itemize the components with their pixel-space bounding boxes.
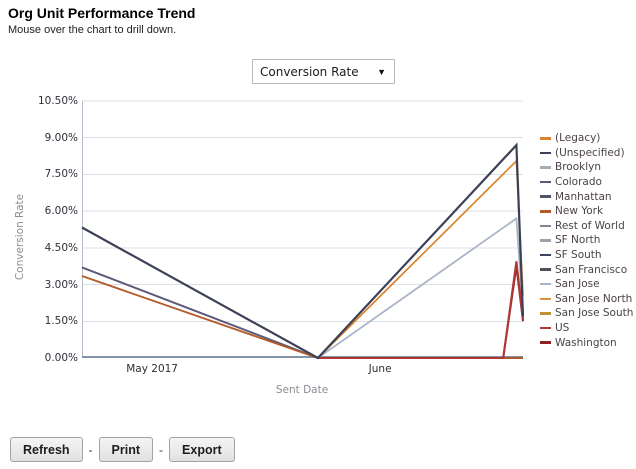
- series-line-washington: [317, 266, 524, 359]
- footer-toolbar: Refresh - Print - Export: [10, 437, 235, 462]
- legend-item-us: US: [540, 321, 633, 336]
- legend-label: (Legacy): [555, 132, 601, 145]
- series-line-us: [317, 261, 524, 359]
- legend-dash-icon: [540, 297, 551, 301]
- chart-legend: (Legacy) (Unspecified) Brooklyn Colorado Man…: [540, 131, 633, 350]
- x-tick-label: May 2017: [126, 363, 178, 375]
- metric-dropdown-value: Conversion Rate: [260, 64, 359, 79]
- page-subtitle: Mouse over the chart to drill down.: [8, 24, 177, 36]
- legend-label: Manhattan: [555, 190, 612, 203]
- legend-dash-icon: [540, 253, 551, 257]
- y-tick-label: 9.00%: [44, 131, 78, 144]
- legend-label: SF South: [555, 249, 602, 262]
- legend-label: Colorado: [555, 176, 602, 189]
- legend-dash-icon: [540, 268, 551, 271]
- export-button[interactable]: Export: [169, 437, 235, 462]
- legend-dash-icon: [540, 341, 551, 344]
- legend-dash-icon: [540, 151, 551, 155]
- legend-label: New York: [555, 205, 604, 218]
- y-tick-label: 10.50%: [37, 95, 78, 107]
- legend-item-sf-north: SF North: [540, 233, 633, 248]
- legend-dash-icon: [540, 166, 551, 169]
- y-tick-label: 4.50%: [44, 241, 78, 254]
- legend-item-san-jose: San Jose: [540, 277, 633, 292]
- y-tick-label: 6.00%: [44, 205, 78, 218]
- legend-dash-icon: [540, 195, 551, 198]
- print-button[interactable]: Print: [98, 437, 154, 462]
- legend-label: San Francisco: [555, 263, 628, 276]
- series-line-colorado: [81, 266, 523, 359]
- legend-label: Rest of World: [555, 219, 625, 232]
- legend-item-manhattan: Manhattan: [540, 189, 633, 204]
- y-tick-label: 0.00%: [44, 352, 78, 364]
- series-line-new-york: [81, 275, 523, 359]
- legend-dash-icon: [540, 180, 551, 184]
- button-separator: -: [88, 442, 93, 457]
- button-separator: -: [159, 442, 164, 457]
- y-tick-label: 7.50%: [44, 168, 78, 181]
- legend-dash-icon: [540, 282, 551, 286]
- legend-label: San Jose North: [555, 292, 633, 305]
- metric-dropdown[interactable]: Conversion Rate ▼: [252, 59, 395, 84]
- legend-dash-icon: [540, 326, 551, 330]
- legend-item-colorado: Colorado: [540, 175, 633, 190]
- page-title: Org Unit Performance Trend: [8, 5, 196, 21]
- legend-item-san-jose-north: San Jose North: [540, 292, 633, 307]
- legend-item-washington: Washington: [540, 335, 633, 350]
- legend-item-san-francisco: San Francisco: [540, 262, 633, 277]
- legend-label: SF North: [555, 234, 601, 247]
- y-tick-label: 1.50%: [44, 315, 78, 328]
- legend-dash-icon: [540, 137, 551, 140]
- legend-item-san-jose-south: San Jose South: [540, 306, 633, 321]
- legend-label: Washington: [555, 336, 617, 349]
- series-line--unspecified-: [81, 142, 525, 360]
- legend-label: San Jose South: [555, 307, 634, 320]
- legend-label: San Jose: [555, 278, 600, 291]
- legend-item-sf-south: SF South: [540, 248, 633, 263]
- x-tick-label: June: [368, 363, 392, 375]
- legend-dash-icon: [540, 210, 551, 213]
- plot-area[interactable]: [81, 100, 525, 360]
- x-axis-title: Sent Date: [275, 384, 329, 396]
- chevron-down-icon: ▼: [377, 66, 386, 77]
- legend-item-new-york: New York: [540, 204, 633, 219]
- series-line--legacy-: [317, 159, 524, 359]
- legend-label: Brooklyn: [555, 161, 602, 174]
- refresh-button[interactable]: Refresh: [10, 437, 83, 462]
- legend-dash-icon: [540, 312, 551, 315]
- legend-dash-icon: [540, 224, 551, 228]
- legend-item--unspecified-: (Unspecified): [540, 146, 633, 161]
- legend-label: US: [555, 322, 570, 335]
- legend-dash-icon: [540, 239, 551, 242]
- legend-item-brooklyn: Brooklyn: [540, 160, 633, 175]
- trend-line-chart: [81, 100, 525, 360]
- legend-item--legacy-: (Legacy): [540, 131, 633, 146]
- legend-item-rest-of-world: Rest of World: [540, 219, 633, 234]
- legend-label: (Unspecified): [555, 146, 625, 159]
- y-tick-label: 3.00%: [44, 278, 78, 291]
- series-line-san-jose: [317, 216, 524, 359]
- y-axis-title: Conversion Rate: [14, 193, 26, 281]
